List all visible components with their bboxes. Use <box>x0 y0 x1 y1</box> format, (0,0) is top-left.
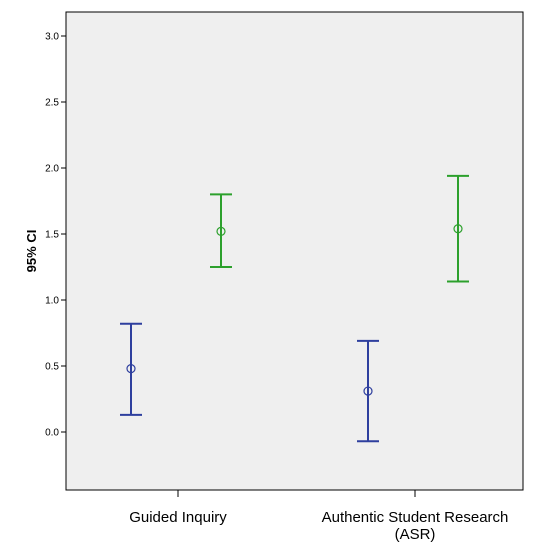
y-tick-label: 2.0 <box>45 164 59 175</box>
x-category-label: Guided Inquiry <box>129 509 227 526</box>
y-tick-label: 1.0 <box>45 296 59 307</box>
mean-marker <box>363 386 373 396</box>
plot-area <box>65 11 524 491</box>
x-category-label: (ASR) <box>395 526 436 543</box>
mean-marker <box>126 364 136 374</box>
y-axis-title: 95% CI <box>24 230 39 273</box>
x-axis: Guided Inquiry Authentic Student Research… <box>129 490 508 543</box>
x-category-label: Authentic Student Research <box>322 509 509 526</box>
y-tick-label: 1.5 <box>45 230 59 241</box>
mean-marker <box>216 226 226 236</box>
y-axis: 0.0 0.5 1.0 1.5 2.0 2.5 3.0 <box>45 32 66 439</box>
mean-marker <box>453 224 463 234</box>
y-tick-label: 0.5 <box>45 362 59 373</box>
y-tick-label: 2.5 <box>45 98 59 109</box>
data-marks <box>120 174 469 443</box>
y-tick-label: 3.0 <box>45 32 59 43</box>
y-tick-label: 0.0 <box>45 428 59 439</box>
